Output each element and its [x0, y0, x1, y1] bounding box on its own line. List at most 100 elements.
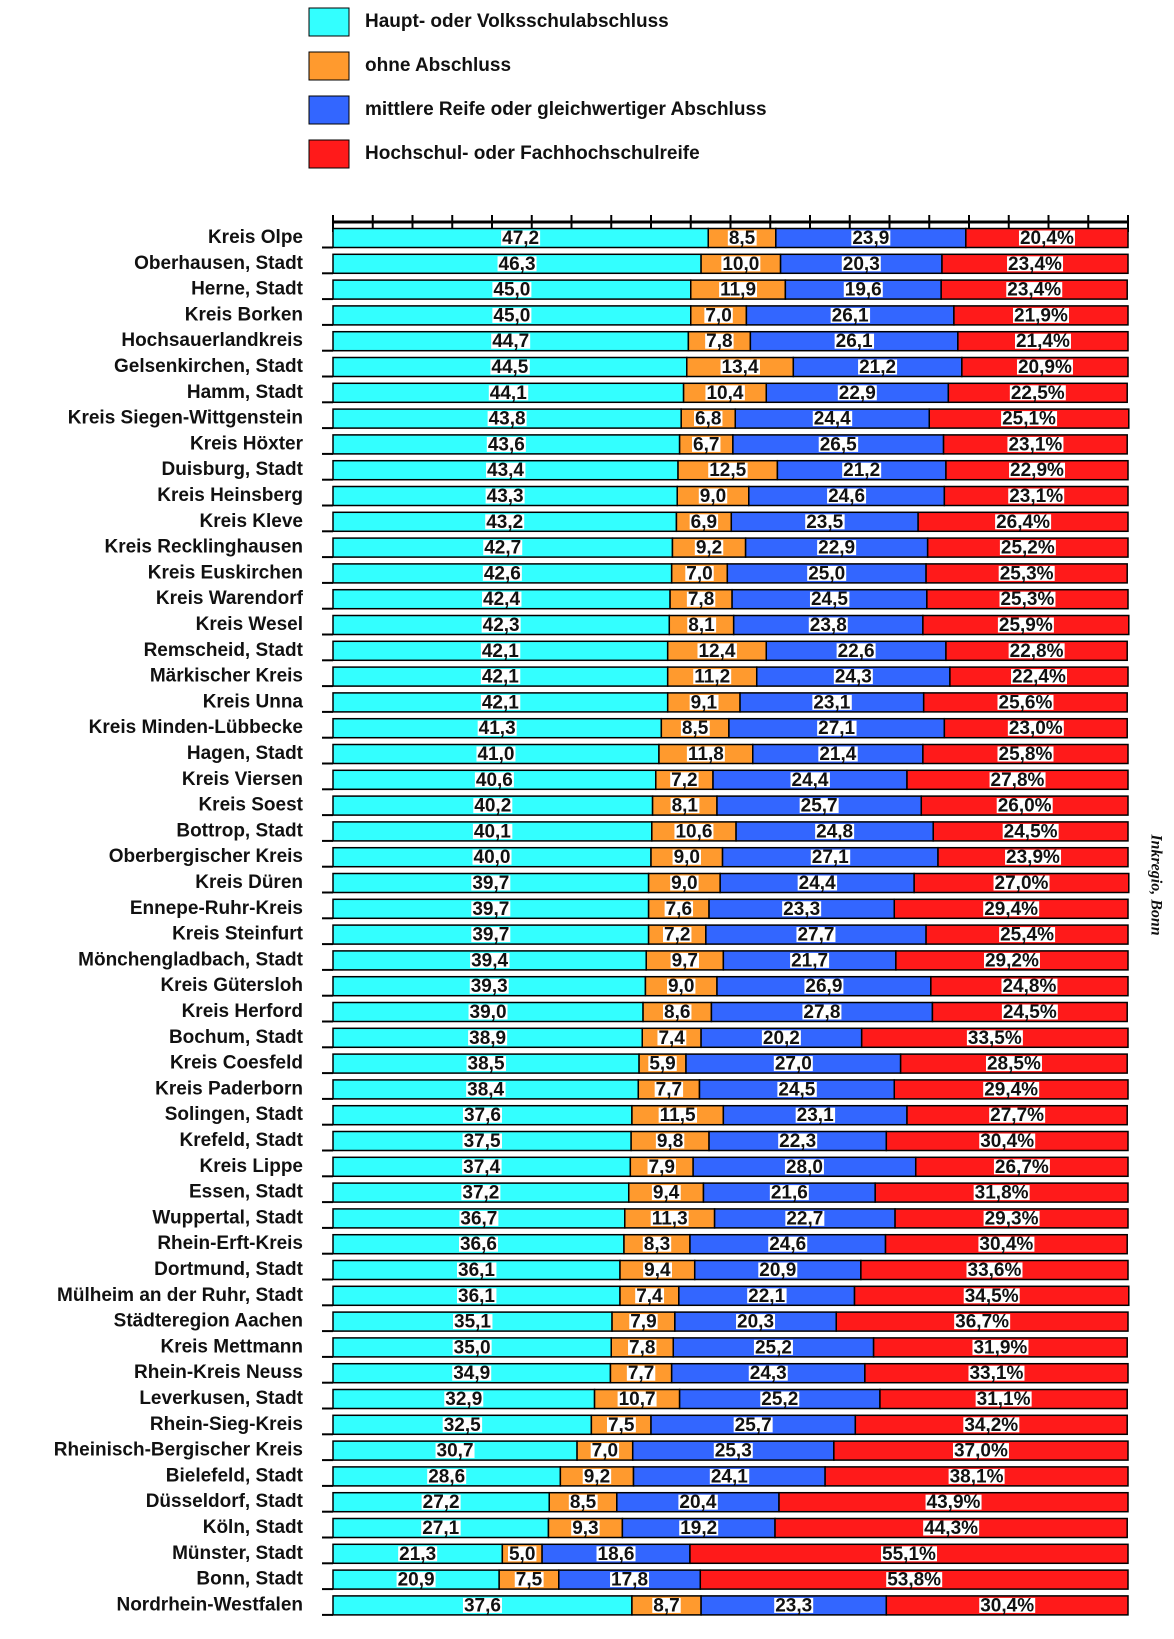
label-background [629, 1314, 658, 1330]
value-label: 7,9 [630, 1312, 656, 1333]
category-label: Kreis Gütersloh [160, 975, 303, 996]
label-background [1016, 359, 1073, 375]
label-background [635, 1288, 665, 1304]
value-label: 26,1 [832, 305, 869, 326]
label-background [719, 282, 758, 298]
value-label: 23,9% [1006, 847, 1060, 868]
label-background [983, 1081, 1040, 1097]
value-label: 25,2 [755, 1337, 792, 1358]
value-label: 22,9 [839, 383, 876, 404]
value-label: 24,3 [750, 1363, 787, 1384]
label-background [488, 385, 529, 401]
value-label: 10,4 [706, 383, 743, 404]
value-label: 24,4 [792, 770, 829, 791]
label-background [689, 514, 719, 530]
value-label: 8,1 [688, 615, 715, 636]
label-background [978, 1236, 1035, 1252]
legend-swatch [308, 51, 350, 81]
label-background [773, 1056, 813, 1072]
label-background [881, 1546, 938, 1562]
label-background [480, 694, 521, 710]
value-label: 30,4% [979, 1234, 1033, 1255]
label-background [655, 1133, 685, 1149]
category-label: Rhein-Sieg-Kreis [150, 1414, 303, 1435]
value-label: 7,0 [686, 563, 712, 584]
label-background [693, 669, 732, 685]
label-background [778, 1133, 818, 1149]
label-background [466, 1081, 506, 1097]
value-label: 39,7 [472, 925, 509, 946]
label-background [963, 1417, 1020, 1433]
label-background [761, 1030, 801, 1046]
value-label: 25,3 [715, 1441, 752, 1462]
category-label: Krefeld, Stadt [179, 1130, 303, 1151]
value-label: 9,0 [674, 847, 700, 868]
label-background [626, 1365, 656, 1381]
value-label: 42,1 [482, 641, 519, 662]
label-background [457, 1262, 497, 1278]
value-label: 23,1% [1008, 434, 1062, 455]
category-label: Kreis Viersen [182, 769, 303, 790]
label-background [596, 1546, 636, 1562]
value-label: 53,8% [887, 1570, 941, 1591]
value-label: 7,6 [666, 899, 692, 920]
label-background [733, 1417, 773, 1433]
label-background [818, 436, 859, 452]
category-label: Kreis Soest [198, 795, 303, 816]
value-label: 6,8 [695, 409, 721, 430]
value-label: 7,4 [636, 1286, 663, 1307]
label-background [606, 1417, 636, 1433]
value-label: 24,8 [816, 821, 853, 842]
value-label: 24,4 [799, 873, 836, 894]
value-label: 27,0 [775, 1054, 812, 1075]
value-label: 9,1 [691, 692, 718, 713]
label-background [1001, 411, 1058, 427]
label-background [471, 875, 511, 891]
value-label: 10,7 [619, 1389, 656, 1410]
value-label: 44,3% [924, 1518, 978, 1539]
value-label: 24,3 [835, 667, 872, 688]
label-background [582, 1468, 612, 1484]
label-background [996, 798, 1053, 814]
value-label: 7,8 [688, 589, 714, 610]
label-background [590, 1443, 620, 1459]
value-label: 27,8 [803, 1002, 840, 1023]
label-background [817, 720, 857, 736]
label-background [666, 978, 696, 994]
value-label: 30,4% [980, 1131, 1034, 1152]
value-label: 20,4 [679, 1492, 716, 1513]
label-background [652, 1597, 681, 1613]
category-label: Köln, Stadt [203, 1517, 304, 1538]
category-label: Düsseldorf, Stadt [146, 1491, 304, 1512]
label-background [647, 1159, 676, 1175]
value-label: 9,2 [584, 1466, 610, 1487]
value-label: 23,1 [813, 692, 850, 713]
label-background [954, 1314, 1011, 1330]
label-background [1006, 282, 1063, 298]
category-label: Leverkusen, Stadt [139, 1388, 303, 1409]
label-background [985, 1056, 1042, 1072]
value-label: 33,1% [969, 1363, 1023, 1384]
label-background [999, 540, 1056, 556]
value-label: 44,1 [490, 383, 527, 404]
label-background [851, 230, 891, 246]
label-background [421, 1494, 461, 1510]
value-label: 20,2 [763, 1028, 800, 1049]
value-label: 41,0 [477, 744, 514, 765]
value-label: 21,2 [843, 460, 880, 481]
category-label: Essen, Stadt [189, 1182, 304, 1203]
label-background [651, 1185, 681, 1201]
label-background [396, 1572, 436, 1588]
value-label: 42,1 [482, 692, 519, 713]
value-label: 6,7 [693, 434, 719, 455]
value-label: 27,1 [818, 718, 855, 739]
value-label: 20,3 [843, 254, 880, 275]
category-label: Städteregion Aachen [114, 1311, 303, 1332]
value-label: 22,3 [779, 1131, 816, 1152]
label-background [805, 514, 845, 530]
value-label: 29,3% [985, 1208, 1039, 1229]
label-background [462, 1159, 502, 1175]
value-label: 11,9 [720, 280, 756, 301]
value-label: 29,2% [985, 950, 1039, 971]
